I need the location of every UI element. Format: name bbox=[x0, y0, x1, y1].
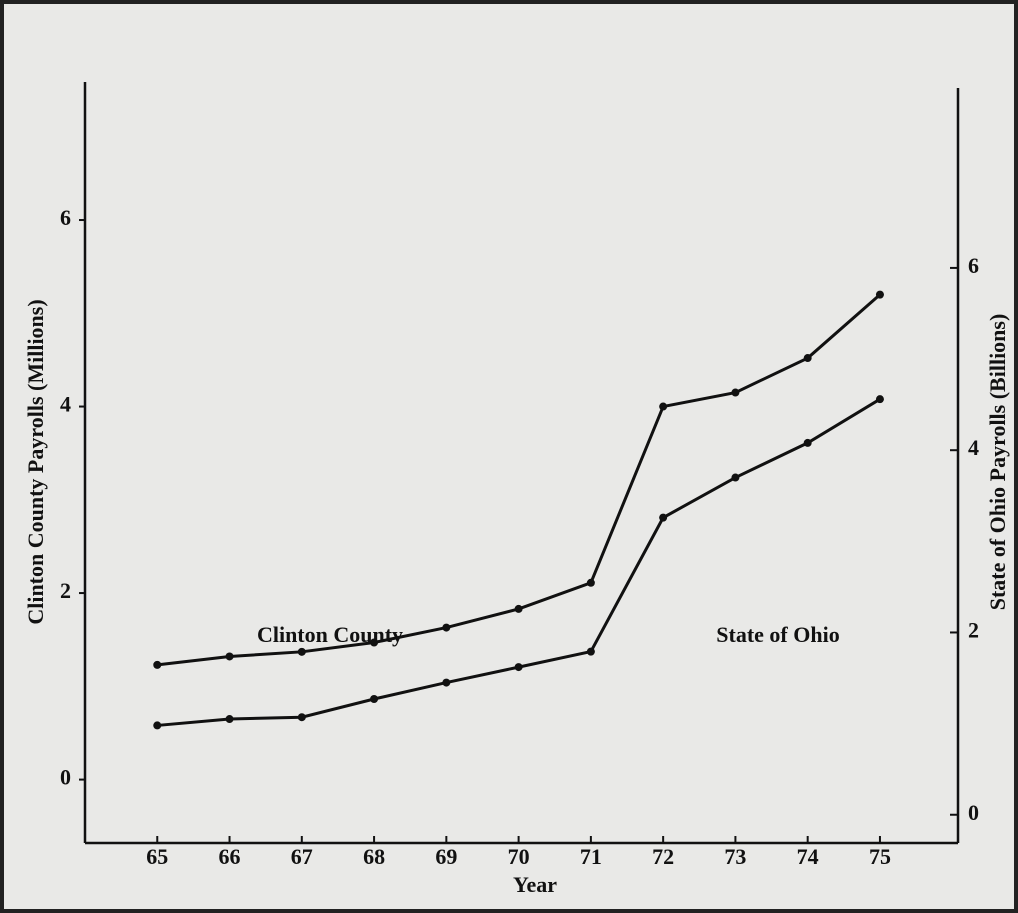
data-point bbox=[225, 715, 234, 724]
data-point bbox=[803, 354, 812, 363]
data-point bbox=[225, 652, 234, 661]
x-tick-label: 72 bbox=[652, 844, 674, 869]
x-tick-label: 65 bbox=[146, 844, 168, 869]
data-point bbox=[514, 604, 523, 613]
data-point bbox=[586, 578, 595, 587]
y2-tick-label: 0 bbox=[968, 800, 979, 825]
x-tick-label: 70 bbox=[508, 844, 530, 869]
y-tick-label: 2 bbox=[60, 578, 71, 603]
y-axis-label: Clinton County Payrolls (Millions) bbox=[23, 299, 48, 624]
data-point bbox=[659, 513, 668, 522]
data-point bbox=[442, 678, 451, 687]
y-tick-label: 6 bbox=[60, 205, 71, 230]
y2-tick-label: 6 bbox=[968, 253, 979, 278]
y2-tick-label: 4 bbox=[968, 435, 979, 460]
data-point bbox=[586, 647, 595, 656]
data-point bbox=[297, 713, 306, 722]
x-tick-label: 75 bbox=[869, 844, 891, 869]
data-point bbox=[514, 663, 523, 672]
series-annotation: State of Ohio bbox=[716, 622, 839, 647]
data-point bbox=[153, 721, 162, 730]
data-point bbox=[659, 402, 668, 411]
data-point bbox=[442, 623, 451, 632]
data-point bbox=[875, 395, 884, 404]
data-point bbox=[370, 695, 379, 704]
data-point bbox=[297, 647, 306, 656]
series-annotation: Clinton County bbox=[257, 622, 403, 647]
data-point bbox=[731, 388, 740, 397]
x-tick-label: 69 bbox=[435, 844, 457, 869]
x-tick-label: 67 bbox=[291, 844, 313, 869]
x-tick-label: 71 bbox=[580, 844, 602, 869]
y2-axis-label: State of Ohio Payrolls (Billions) bbox=[985, 314, 1010, 611]
data-point bbox=[370, 638, 379, 647]
x-tick-label: 66 bbox=[219, 844, 241, 869]
x-tick-label: 68 bbox=[363, 844, 385, 869]
data-point bbox=[731, 473, 740, 482]
data-point bbox=[803, 438, 812, 447]
x-tick-label: 74 bbox=[797, 844, 819, 869]
y2-tick-label: 2 bbox=[968, 618, 979, 643]
data-point bbox=[875, 290, 884, 299]
x-axis-label: Year bbox=[513, 872, 557, 897]
y-tick-label: 4 bbox=[60, 392, 71, 417]
y-tick-label: 0 bbox=[60, 765, 71, 790]
data-point bbox=[153, 660, 162, 669]
x-tick-label: 73 bbox=[724, 844, 746, 869]
